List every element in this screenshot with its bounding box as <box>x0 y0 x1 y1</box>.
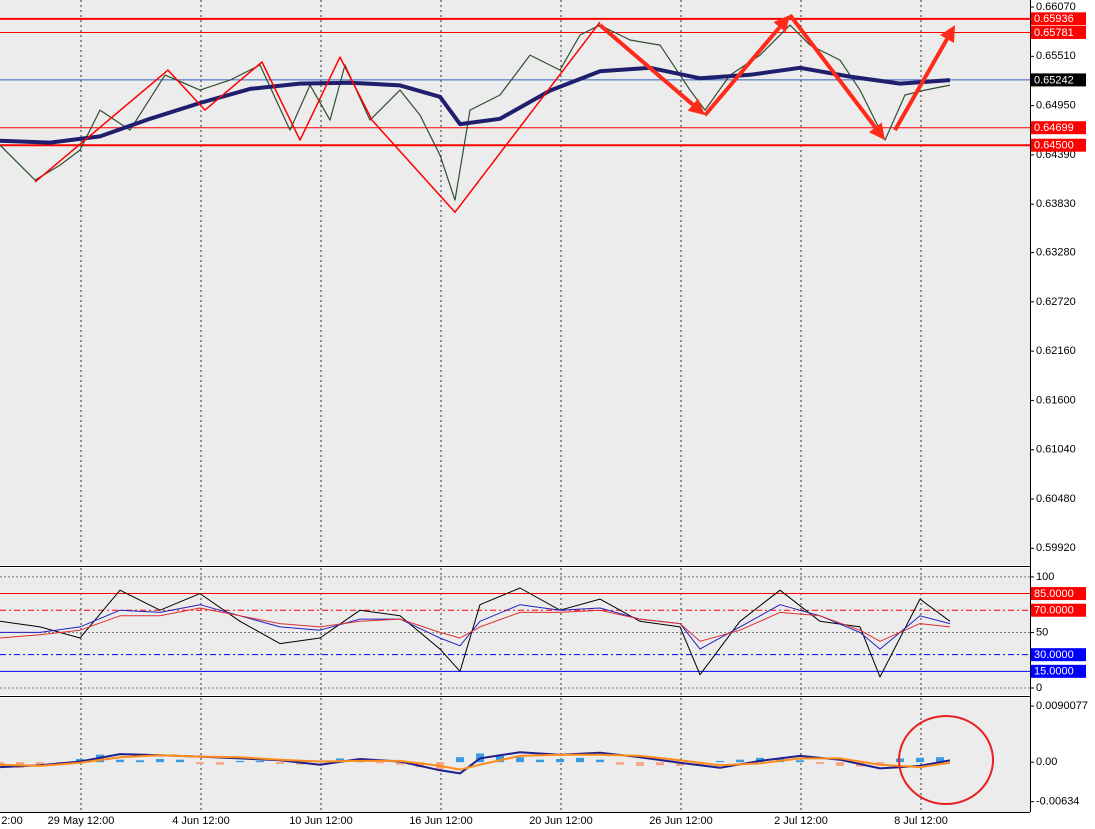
highlight-circle <box>898 715 994 805</box>
price-panel <box>0 0 1030 565</box>
histogram-bar <box>656 762 664 766</box>
level-label: 15.0000 <box>1034 666 1074 678</box>
histogram-bar <box>676 762 684 766</box>
arrow-head <box>868 122 885 141</box>
histogram-bar <box>276 762 284 765</box>
y-tick-label: 0.0090077 <box>1036 700 1088 712</box>
level-label: 0.65781 <box>1034 27 1074 39</box>
histogram-bar <box>396 762 404 765</box>
histogram-bar <box>636 762 644 766</box>
y-tick-label: 0 <box>1036 682 1042 694</box>
level-label-box <box>1031 603 1086 617</box>
histogram-bar <box>556 759 564 763</box>
level-label-box <box>1031 73 1086 87</box>
x-tick-label: 2 Jul 12:00 <box>774 815 828 827</box>
histogram-bar <box>716 760 724 763</box>
y-tick-label: 0.64950 <box>1036 100 1076 112</box>
histogram-bar <box>416 762 424 768</box>
x-tick-label: 16 Jun 12:00 <box>409 815 473 827</box>
level-label-box <box>1031 25 1086 39</box>
y-tick-label: 0.62160 <box>1036 345 1076 357</box>
histogram-bar <box>936 757 944 763</box>
histogram-bar <box>456 757 464 763</box>
level-label: 0.65242 <box>1034 74 1074 86</box>
series-line <box>0 65 951 145</box>
x-tick-label: 20 Jun 12:00 <box>529 815 593 827</box>
histogram-bar <box>496 755 504 763</box>
level-label: 85.0000 <box>1034 588 1074 600</box>
level-label: 0.64699 <box>1034 122 1074 134</box>
panel-plot <box>0 576 1030 689</box>
histogram-bar <box>116 759 124 763</box>
histogram-bar <box>576 757 584 763</box>
y-tick-label: -0.00634 <box>1036 796 1079 808</box>
level-label-box <box>1031 12 1086 26</box>
histogram-bar <box>536 759 544 763</box>
level-label-box <box>1031 587 1086 601</box>
level-label-box <box>1031 664 1086 678</box>
y-tick-label: 0.66070 <box>1036 1 1076 13</box>
plot-layer <box>0 0 1030 812</box>
histogram-bar <box>176 759 184 763</box>
y-tick-label: 0.63830 <box>1036 198 1076 210</box>
histogram-bar <box>816 762 824 765</box>
histogram-bar <box>196 762 204 765</box>
x-tick-label: 26 Jun 12:00 <box>649 815 713 827</box>
panel-plot <box>0 751 951 775</box>
histogram-bar <box>516 757 524 763</box>
panel-plot <box>0 13 1030 213</box>
arrow-line <box>598 23 695 107</box>
y-tick-label: 100 <box>1036 571 1054 583</box>
histogram-bar <box>156 759 164 763</box>
x-tick-label: 29 May 12:00 <box>48 815 115 827</box>
arrow-head <box>687 98 705 116</box>
y-tick-label: 0.59920 <box>1036 542 1076 554</box>
arrow-line <box>893 37 949 132</box>
level-label: 0.65936 <box>1034 13 1074 25</box>
arrow-line <box>788 13 877 129</box>
series-line <box>34 21 601 213</box>
level-label-box <box>1031 138 1086 152</box>
histogram-bar <box>616 762 624 765</box>
level-label: 0.64500 <box>1034 140 1074 152</box>
series-line <box>0 587 951 678</box>
y-tick-label: 0.63280 <box>1036 246 1076 258</box>
level-label: 70.0000 <box>1034 605 1074 617</box>
level-label-box <box>1031 121 1086 135</box>
series-line <box>0 607 951 642</box>
y-tick-label: 0.64390 <box>1036 149 1076 161</box>
histogram-bar <box>136 760 144 763</box>
histogram-bar <box>916 757 924 763</box>
x-tick-label: 2:00 <box>1 815 22 827</box>
level-label-box <box>1031 648 1086 662</box>
histogram-bar <box>236 760 244 763</box>
arrow-head <box>773 15 790 33</box>
histogram-bar <box>596 759 604 763</box>
arrow-head <box>940 25 955 43</box>
series-line <box>0 604 951 650</box>
y-tick-label: 50 <box>1036 626 1048 638</box>
histogram-bar <box>836 762 844 766</box>
y-tick-label: 0.60480 <box>1036 493 1076 505</box>
arrow-line <box>703 25 782 117</box>
histogram-bar <box>376 762 384 764</box>
y-tick-label: 0.00 <box>1036 756 1057 768</box>
x-tick-label: 8 Jul 12:00 <box>894 815 948 827</box>
stochastic-panel <box>0 568 1030 695</box>
histogram-bar <box>216 762 224 765</box>
histogram-bar <box>796 760 804 763</box>
x-tick-label: 10 Jun 12:00 <box>289 815 353 827</box>
y-tick-label: 0.65510 <box>1036 50 1076 62</box>
y-tick-label: 0.61040 <box>1036 444 1076 456</box>
histogram-bar <box>736 759 744 763</box>
y-tick-label: 0.62720 <box>1036 296 1076 308</box>
histogram-bar <box>256 760 264 763</box>
series-line <box>0 753 951 771</box>
x-tick-label: 4 Jun 12:00 <box>172 815 230 827</box>
level-label: 30.0000 <box>1034 649 1074 661</box>
y-tick-label: 0.61600 <box>1036 394 1076 406</box>
